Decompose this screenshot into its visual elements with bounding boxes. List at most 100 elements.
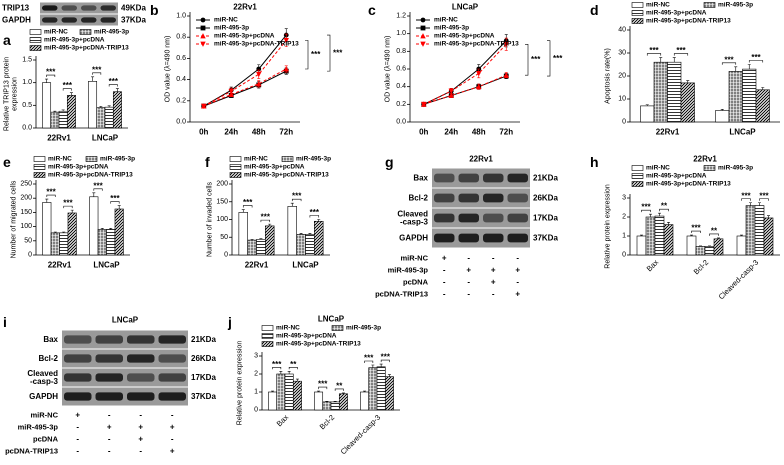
y-axis-label: OD value (λ=490 nm) [165,36,172,103]
marker [420,33,426,39]
legend-swatch [631,10,644,16]
error-bar [708,245,711,247]
blot-size-label: 26KDa [533,194,558,203]
y-tick-label: 2 [622,214,626,221]
blot-band [61,5,77,11]
blot-band [61,17,77,23]
legend-swatch [261,325,274,331]
condition-sign: - [443,278,446,287]
significance-bracket [748,60,764,63]
y-tick-label: 50 [24,237,32,244]
blot-row-label: GAPDH [29,392,58,401]
error-bar [70,209,74,213]
bar [67,212,77,256]
blot-row-label: GAPDH [399,234,428,243]
marker [256,80,262,87]
blot-size-label: 21KDa [191,335,216,344]
blot-band [434,193,455,203]
y-tick-label: 150 [20,209,32,216]
x-tick-label: 0h [199,128,208,137]
condition-sign: - [108,447,111,456]
condition-sign: - [492,290,495,299]
y-axis-label: Relative protein expression [237,341,244,426]
y-tick-label: 30 [618,50,626,57]
blot-size-label: 26KDa [191,354,216,363]
y-tick-label: 150 [216,198,228,205]
error-bar [107,105,111,108]
legend-swatch [331,325,344,331]
panel-letter: h [590,154,599,170]
blot-band [158,335,186,344]
legend-swatch [703,2,716,8]
significance-bracket [110,201,120,204]
significance-bracket [673,53,689,56]
bar [89,196,99,256]
panel-letter: c [368,2,376,18]
panel-letter: a [3,32,11,48]
bar [742,68,757,123]
legend-label: miR-NC [646,2,670,9]
y-axis-label: OD value (λ=490 nm) [385,36,392,103]
x-tick-label: LNCaP [92,134,119,143]
significance-bracket [659,208,669,212]
blot-band [434,173,455,183]
error-bar [645,104,649,106]
y-axis-label: Relative TRIP13 protein [4,57,11,131]
condition-sign: - [443,266,446,275]
error-bar [250,239,254,241]
bar [663,224,674,256]
y-tick-label: 1.5 [22,57,32,64]
bar [338,393,348,411]
error-bar [100,228,104,230]
y-tick-label: 0.6 [396,66,406,73]
chart-title: 22Rv1 [693,155,717,164]
panel-letter: j [227,314,232,330]
y-axis-label: Number of migrated cells [11,180,18,258]
significance-label: *** [531,55,541,64]
chart-title: LNCaP [318,315,345,324]
bar [296,234,306,256]
legend-swatch [229,172,242,178]
blot-strip [432,228,530,248]
significance-bracket [242,205,253,208]
significance-bracket [691,230,701,234]
bar [96,107,106,129]
blot-band [434,233,455,243]
marker [283,66,289,72]
blot-band [458,193,479,203]
condition-sign: + [466,266,471,275]
series-line [203,68,287,107]
significance-label: *** [310,208,320,217]
condition-sign: - [76,447,79,456]
significance-label: *** [292,192,302,201]
error-bar [69,92,73,96]
panel-letter: b [150,2,159,18]
blot-band [158,354,186,363]
bar [763,217,774,256]
y-tick-label: 2 [254,371,258,378]
bar [66,95,76,129]
error-bar [271,390,275,392]
error-bar [241,209,245,213]
error-bar [363,390,367,392]
legend-label: miR-495-3p [94,29,129,36]
significance-bracket [108,84,118,87]
blot-size-label: 37KDa [121,16,146,25]
blot-band [100,17,116,23]
blot-band [507,233,528,243]
blot-band [127,354,155,363]
legend-label: miR-495-3p+pcDNA-TRIP13 [276,341,361,348]
error-bar [341,392,345,394]
y-tick-label: 0.0 [396,119,406,126]
blot-band [81,5,97,11]
blot-band [507,193,528,203]
blot-band [483,193,504,203]
marker [476,83,482,90]
bar [360,391,370,411]
bar [287,206,297,256]
error-bar [658,212,661,217]
bar [42,82,52,129]
marker [200,33,206,39]
significance-bracket [305,40,309,70]
bar [754,205,765,256]
